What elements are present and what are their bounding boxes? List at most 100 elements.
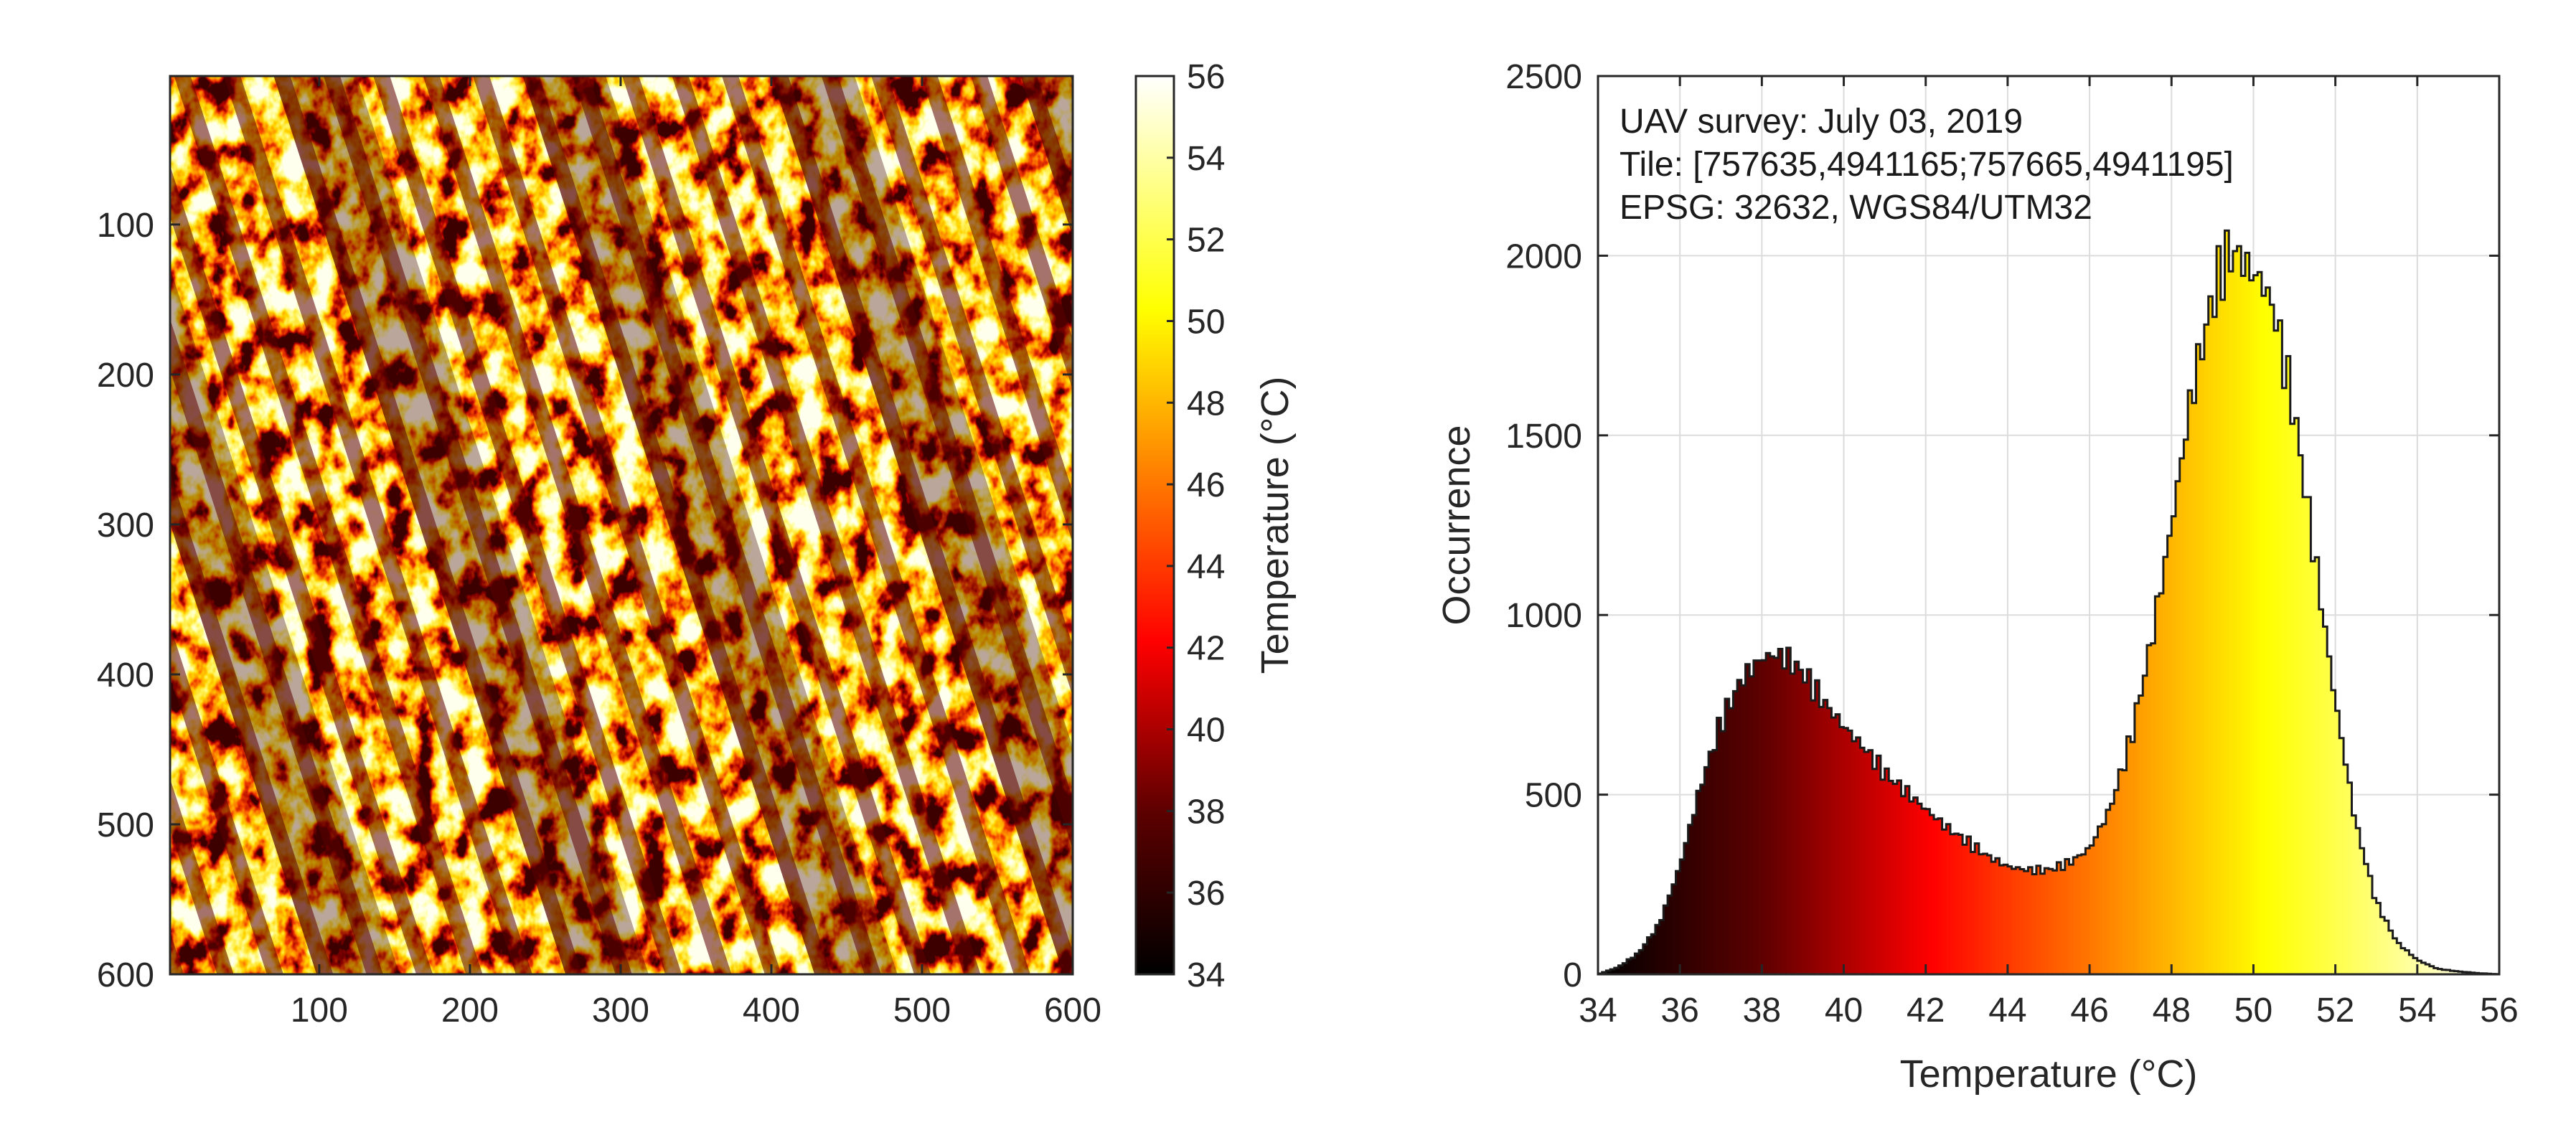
colorbar-tick-label: 42 [1187, 630, 1225, 668]
histogram-bar [1802, 682, 1808, 974]
histogram-bar [2105, 809, 2111, 974]
histogram-x-tick-label: 46 [2070, 992, 2108, 1030]
histogram-bar [1790, 674, 1795, 974]
histogram-bar [1737, 679, 1742, 974]
colorbar-tick-label: 50 [1187, 303, 1225, 341]
histogram-bar [1913, 797, 1918, 974]
histogram-bar [2315, 557, 2320, 974]
histogram-bar [2327, 656, 2332, 974]
histogram-bar [2061, 870, 2066, 974]
histogram-bar [2241, 275, 2246, 974]
histogram-bar [1762, 660, 1767, 974]
histogram-bar [1716, 717, 1721, 974]
histogram-bar [1827, 707, 1833, 974]
histogram-bar [1680, 860, 1685, 974]
histogram-bar [2413, 958, 2418, 974]
histogram-bar [2110, 804, 2115, 974]
histogram-bar [1835, 714, 1841, 974]
histogram-bar [1810, 700, 1816, 974]
histogram-bar [2351, 815, 2356, 974]
histogram-bar [1741, 685, 1747, 974]
colorbar-tick-label: 44 [1187, 548, 1225, 586]
histogram-bar [2405, 950, 2410, 974]
histogram-bar [1749, 676, 1754, 974]
histogram-bar [1675, 871, 1680, 974]
histogram-bar [2224, 230, 2229, 975]
histogram-bar [1745, 664, 1750, 974]
histogram-bar [1798, 669, 1804, 974]
histogram-bar [1954, 833, 1959, 974]
histogram-bar [2085, 848, 2090, 974]
histogram-bar [1868, 750, 1874, 974]
histogram-bar [2400, 948, 2406, 974]
heatmap-y-tick-label: 300 [97, 507, 154, 545]
histogram-y-label: Occurrence [1435, 425, 1478, 625]
histogram-x-tick-label: 54 [2398, 992, 2436, 1030]
histogram-bar [1999, 865, 2004, 974]
histogram-bar [2036, 865, 2041, 974]
histogram-x-tick-label: 48 [2153, 992, 2191, 1030]
histogram-bar [2417, 961, 2422, 974]
annotation-line-3: EPSG: 32632, WGS84/UTM32 [1620, 189, 2092, 227]
histogram-bar [1884, 768, 1889, 974]
heatmap-x-tick-label: 300 [592, 992, 649, 1030]
colorbar-tick-label: 54 [1187, 140, 1225, 178]
histogram-bar [1786, 647, 1791, 974]
histogram-bar [2462, 971, 2467, 974]
heatmap-x-tick-label: 600 [1044, 992, 1101, 1030]
histogram-bar [1635, 953, 1640, 974]
annotation-box: UAV survey: July 03, 2019 Tile: [757635,… [1620, 103, 2234, 227]
histogram-bar [1774, 657, 1779, 974]
histogram-bar [2188, 390, 2193, 974]
histogram-bar [2388, 931, 2394, 974]
histogram-bar [1782, 668, 1787, 974]
histogram-bar [1872, 768, 1877, 974]
histogram-bar [2007, 866, 2013, 974]
heatmap-panel: 100 200 300 400 500 600 100 200 300 400 500 600 [97, 75, 1101, 1030]
histogram-bar [2032, 874, 2037, 974]
histogram-bar [1671, 884, 1677, 974]
histogram-bar [2347, 782, 2353, 974]
colorbar-tick-label: 46 [1187, 466, 1225, 504]
histogram-bar [2204, 324, 2209, 975]
histogram-bar [2421, 962, 2426, 974]
histogram-bar [1647, 937, 1652, 974]
histogram-bar [2217, 246, 2222, 975]
heatmap-x-tick-label: 500 [893, 992, 951, 1030]
histogram-y-tick-label: 2000 [1505, 237, 1582, 275]
histogram-bar [2458, 971, 2463, 974]
colorbar-tick-label: 40 [1187, 712, 1225, 750]
histogram-bar [2212, 316, 2217, 974]
histogram-bar [1987, 855, 1992, 974]
histogram-bar [2364, 864, 2369, 974]
histogram-x-tick-label: 56 [2480, 992, 2518, 1030]
histogram-bar [2130, 742, 2135, 974]
histogram-bar [2150, 643, 2156, 974]
histogram-bar [1614, 968, 1620, 974]
histogram-bar [2331, 690, 2336, 974]
histogram-bar [1856, 737, 1861, 974]
histogram-x-axis: 34 36 38 40 42 44 46 48 50 52 54 56 [1579, 76, 2519, 1030]
histogram-bar [2392, 938, 2397, 974]
histogram-bar [2056, 862, 2062, 974]
histogram-bar [2138, 695, 2143, 974]
histogram-bar [1893, 783, 1898, 974]
histogram-bar [1848, 730, 1853, 974]
annotation-line-1: UAV survey: July 03, 2019 [1620, 103, 2023, 141]
histogram-bar [2023, 871, 2029, 974]
histogram-bar [1922, 809, 1927, 974]
heatmap-y-tick-label: 600 [97, 956, 154, 994]
histogram-bar [2380, 917, 2385, 974]
heatmap-image [170, 76, 1073, 974]
histogram-bar [1983, 854, 1988, 974]
histogram-bar [1618, 965, 1623, 974]
histogram-bar [2286, 356, 2291, 974]
histogram-bar [2290, 423, 2295, 974]
histogram-bar [2011, 868, 2016, 974]
histogram-bar [1958, 834, 1963, 974]
histogram-bar [2184, 439, 2189, 974]
histogram-bar [2159, 593, 2164, 974]
histogram-bar [2253, 275, 2258, 974]
histogram-outline [1598, 229, 2499, 976]
histogram-bar [1668, 895, 1673, 974]
